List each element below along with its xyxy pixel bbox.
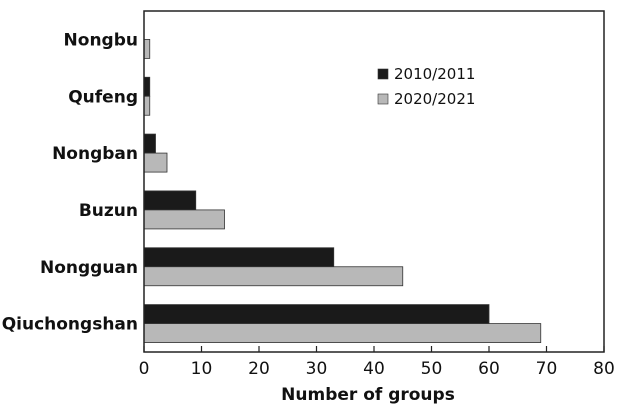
category-labels-group: Nongbu Qufeng Nongban Buzun Nongguan Qiuchong… [2,30,138,334]
bar-nongguan-2010-2011 [143,247,335,268]
plot-frame [143,10,605,353]
x-axis-title: Number of groups [281,385,455,405]
legend-swatch-2020-2021 [377,93,389,105]
bar-nongban-2020-2021 [143,152,168,173]
x-ticks-group: 0 10 20 30 40 50 60 70 80 [139,346,615,379]
bar-nongban-2010-2011 [143,133,156,154]
bar-qufeng-2010-2011 [143,76,151,97]
x-tick-label: 80 [593,359,615,379]
bar-qiuchongshan-2020-2021 [143,323,542,343]
bar-buzun-2020-2021 [143,209,225,230]
x-tick-label: 40 [363,359,385,379]
category-label-buzun: Buzun [79,201,138,221]
legend: 2010/2011 2020/2021 [377,65,475,108]
bar-qufeng-2020-2021 [143,95,151,116]
legend-label-2020-2021: 2020/2021 [394,90,475,108]
x-tick-label: 60 [478,359,500,379]
bar-nongguan-2020-2021 [143,266,404,287]
bar-nongbu-2020-2021 [143,39,151,59]
category-label-qiuchongshan: Qiuchongshan [2,315,138,335]
x-tick-label: 10 [191,359,213,379]
x-tick-label: 30 [306,359,328,379]
x-tick-label: 20 [248,359,270,379]
bar-qiuchongshan-2010-2011 [143,304,490,324]
category-label-nongbu: Nongbu [64,30,138,50]
bar-buzun-2010-2011 [143,190,197,211]
bars-group [143,39,542,343]
x-tick-label: 50 [421,359,443,379]
legend-label-2010-2011: 2010/2011 [394,65,475,83]
legend-swatch-2010-2011 [377,68,389,80]
category-label-qufeng: Qufeng [68,87,138,107]
category-label-nongguan: Nongguan [40,258,138,278]
x-tick-label: 70 [536,359,558,379]
category-label-nongban: Nongban [52,144,138,164]
x-tick-label: 0 [139,359,150,379]
